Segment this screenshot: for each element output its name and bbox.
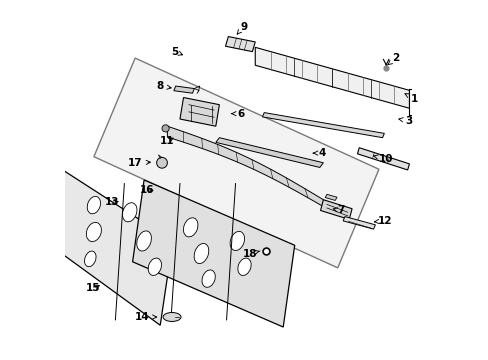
Text: 6: 6 — [231, 109, 244, 119]
Text: 13: 13 — [105, 197, 120, 207]
Polygon shape — [225, 37, 255, 51]
Polygon shape — [61, 169, 172, 325]
Text: 17: 17 — [127, 158, 150, 168]
Ellipse shape — [137, 231, 151, 251]
Ellipse shape — [202, 270, 215, 287]
Polygon shape — [357, 148, 408, 170]
Text: 14: 14 — [135, 312, 156, 322]
Text: 18: 18 — [242, 248, 260, 258]
Polygon shape — [132, 180, 294, 327]
Ellipse shape — [84, 251, 96, 267]
Text: 7: 7 — [333, 206, 344, 216]
Ellipse shape — [163, 312, 181, 321]
Text: 4: 4 — [313, 148, 325, 158]
Text: 5: 5 — [171, 46, 182, 57]
Text: 11: 11 — [160, 136, 174, 146]
Polygon shape — [94, 58, 378, 268]
Text: 15: 15 — [86, 283, 100, 293]
Ellipse shape — [86, 222, 101, 242]
Ellipse shape — [122, 203, 137, 222]
Polygon shape — [215, 138, 323, 167]
Circle shape — [156, 157, 167, 168]
Ellipse shape — [183, 218, 198, 237]
Polygon shape — [343, 217, 375, 229]
Ellipse shape — [148, 258, 161, 275]
Text: 12: 12 — [374, 216, 391, 226]
Polygon shape — [262, 113, 384, 138]
Text: 10: 10 — [373, 154, 393, 164]
Ellipse shape — [237, 258, 251, 275]
Text: 9: 9 — [237, 22, 247, 34]
Polygon shape — [174, 86, 194, 93]
Text: 2: 2 — [387, 53, 399, 65]
Polygon shape — [320, 200, 351, 220]
Circle shape — [162, 125, 169, 132]
Ellipse shape — [230, 231, 244, 251]
Text: 3: 3 — [398, 116, 411, 126]
Polygon shape — [325, 194, 336, 201]
Polygon shape — [167, 126, 326, 209]
Text: 16: 16 — [140, 185, 154, 195]
Text: 8: 8 — [156, 81, 171, 91]
Ellipse shape — [194, 243, 208, 264]
Polygon shape — [255, 47, 408, 108]
Polygon shape — [180, 98, 219, 126]
Text: 1: 1 — [404, 94, 418, 104]
Ellipse shape — [87, 197, 101, 214]
